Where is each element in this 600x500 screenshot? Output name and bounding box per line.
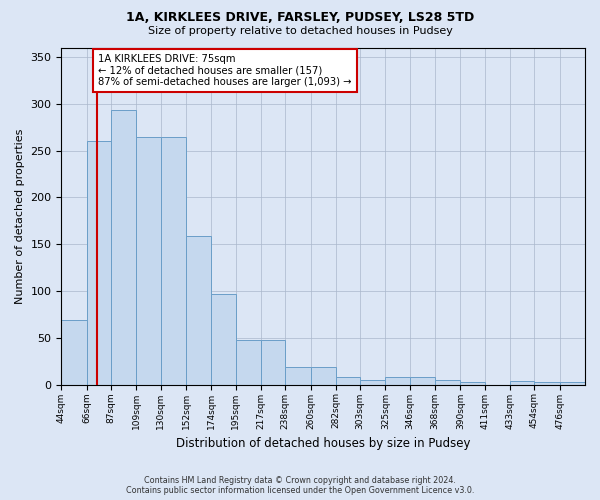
Bar xyxy=(510,381,534,384)
Bar xyxy=(435,380,460,384)
Text: Contains HM Land Registry data © Crown copyright and database right 2024.
Contai: Contains HM Land Registry data © Crown c… xyxy=(126,476,474,495)
Bar xyxy=(285,367,311,384)
Bar xyxy=(161,138,186,384)
Bar xyxy=(336,377,360,384)
Bar xyxy=(261,340,285,384)
X-axis label: Distribution of detached houses by size in Pudsey: Distribution of detached houses by size … xyxy=(176,437,470,450)
Bar xyxy=(311,367,336,384)
Bar xyxy=(87,141,111,384)
Text: 1A KIRKLEES DRIVE: 75sqm
← 12% of detached houses are smaller (157)
87% of semi-: 1A KIRKLEES DRIVE: 75sqm ← 12% of detach… xyxy=(98,54,352,88)
Bar xyxy=(460,382,485,384)
Bar xyxy=(410,377,435,384)
Bar xyxy=(385,377,410,384)
Text: Size of property relative to detached houses in Pudsey: Size of property relative to detached ho… xyxy=(148,26,452,36)
Bar xyxy=(534,382,560,384)
Bar xyxy=(111,110,136,384)
Y-axis label: Number of detached properties: Number of detached properties xyxy=(15,128,25,304)
Bar xyxy=(360,380,385,384)
Bar xyxy=(136,138,161,384)
Bar xyxy=(560,382,585,384)
Bar xyxy=(61,320,87,384)
Bar xyxy=(236,340,261,384)
Text: 1A, KIRKLEES DRIVE, FARSLEY, PUDSEY, LS28 5TD: 1A, KIRKLEES DRIVE, FARSLEY, PUDSEY, LS2… xyxy=(126,11,474,24)
Bar xyxy=(211,294,236,384)
Bar xyxy=(186,236,211,384)
